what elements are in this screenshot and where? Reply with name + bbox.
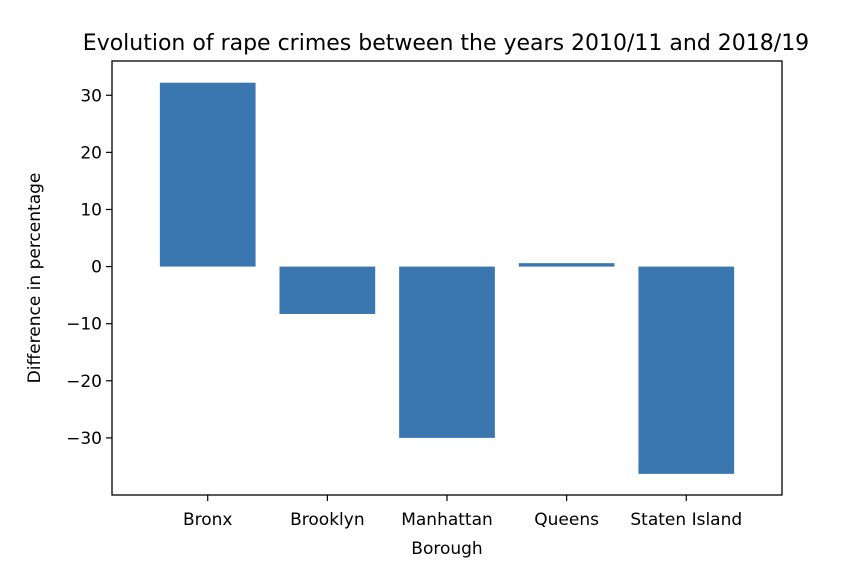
bar-staten-island bbox=[638, 266, 735, 474]
y-tick-label: 0 bbox=[91, 258, 102, 278]
x-tick-label: Bronx bbox=[183, 510, 233, 530]
x-tick-label: Staten Island bbox=[630, 510, 742, 530]
x-tick-label: Queens bbox=[534, 510, 599, 530]
x-tick-label: Manhattan bbox=[401, 510, 493, 530]
y-tick-label: −10 bbox=[66, 315, 102, 335]
plot-frame bbox=[111, 60, 783, 496]
bar-queens bbox=[518, 263, 615, 267]
x-axis: Bronx Brooklyn Manhattan Queens Staten Islan… bbox=[183, 495, 742, 530]
y-tick-label: 10 bbox=[80, 200, 102, 220]
bars-group bbox=[159, 82, 735, 474]
y-axis: 30 20 10 0 −10 −20 −30 bbox=[66, 86, 112, 449]
y-axis-label: Difference in percentage bbox=[25, 173, 45, 384]
y-tick-label: 20 bbox=[80, 143, 102, 163]
bar-brooklyn bbox=[279, 266, 376, 314]
y-tick-label: 30 bbox=[80, 86, 102, 106]
bar-bronx bbox=[159, 82, 256, 267]
bar-manhattan bbox=[399, 266, 495, 438]
x-tick-label: Brooklyn bbox=[290, 510, 364, 530]
y-tick-label: −30 bbox=[66, 429, 102, 449]
y-tick-label: −20 bbox=[66, 372, 102, 392]
chart-title: Evolution of rape crimes between the yea… bbox=[83, 31, 809, 56]
x-axis-label: Borough bbox=[411, 539, 482, 559]
